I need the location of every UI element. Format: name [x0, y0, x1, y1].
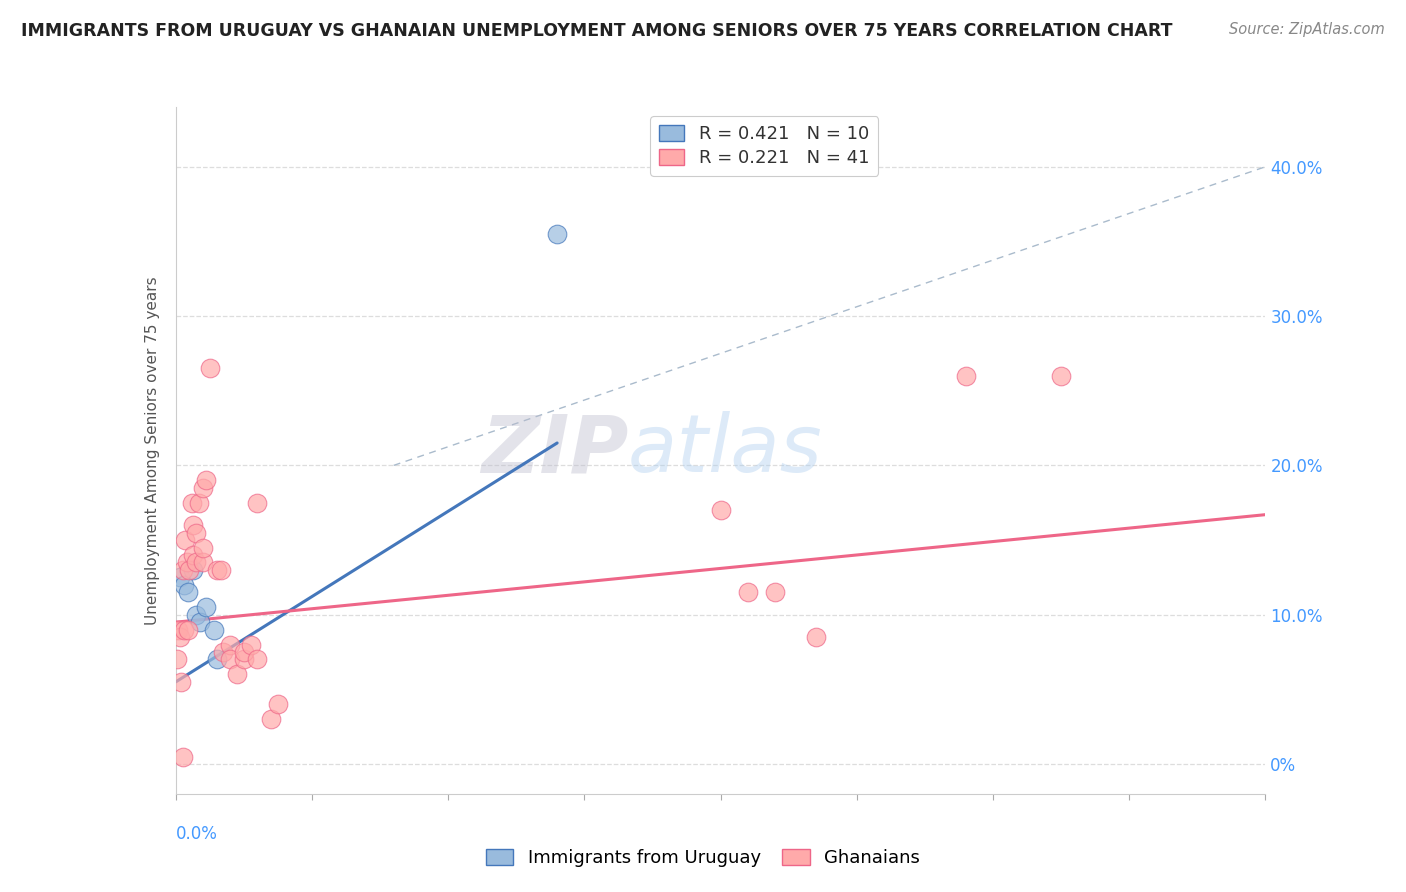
- Legend: R = 0.421   N = 10, R = 0.221   N = 41: R = 0.421 N = 10, R = 0.221 N = 41: [650, 116, 879, 176]
- Text: 0.0%: 0.0%: [176, 825, 218, 843]
- Point: [172, 749, 194, 764]
- Point: [191, 481, 214, 495]
- Point: [177, 623, 200, 637]
- Point: [955, 368, 977, 383]
- Point: [232, 652, 254, 666]
- Point: [260, 712, 283, 726]
- Point: [179, 563, 201, 577]
- Point: [232, 645, 254, 659]
- Point: [169, 630, 191, 644]
- Y-axis label: Unemployment Among Seniors over 75 years: Unemployment Among Seniors over 75 years: [145, 277, 160, 624]
- Point: [205, 652, 228, 666]
- Point: [186, 607, 208, 622]
- Text: ZIP: ZIP: [481, 411, 628, 490]
- Point: [246, 652, 269, 666]
- Point: [226, 667, 249, 681]
- Point: [174, 533, 197, 547]
- Point: [181, 496, 204, 510]
- Point: [763, 585, 786, 599]
- Point: [183, 548, 205, 562]
- Point: [737, 585, 759, 599]
- Point: [191, 541, 214, 555]
- Point: [191, 556, 214, 570]
- Point: [173, 623, 195, 637]
- Point: [173, 578, 195, 592]
- Point: [212, 645, 235, 659]
- Point: [194, 600, 217, 615]
- Point: [246, 496, 269, 510]
- Point: [186, 556, 208, 570]
- Point: [186, 525, 208, 540]
- Point: [176, 556, 198, 570]
- Point: [177, 585, 200, 599]
- Point: [187, 496, 209, 510]
- Point: [194, 473, 217, 487]
- Point: [546, 227, 568, 241]
- Point: [219, 638, 242, 652]
- Point: [183, 563, 205, 577]
- Text: IMMIGRANTS FROM URUGUAY VS GHANAIAN UNEMPLOYMENT AMONG SENIORS OVER 75 YEARS COR: IMMIGRANTS FROM URUGUAY VS GHANAIAN UNEM…: [21, 22, 1173, 40]
- Point: [198, 361, 221, 376]
- Point: [172, 563, 194, 577]
- Point: [1050, 368, 1073, 383]
- Point: [167, 623, 190, 637]
- Point: [804, 630, 827, 644]
- Point: [239, 638, 262, 652]
- Point: [205, 563, 228, 577]
- Point: [267, 698, 290, 712]
- Point: [209, 563, 232, 577]
- Point: [166, 652, 188, 666]
- Text: Source: ZipAtlas.com: Source: ZipAtlas.com: [1229, 22, 1385, 37]
- Point: [169, 570, 191, 584]
- Point: [202, 623, 225, 637]
- Legend: Immigrants from Uruguay, Ghanaians: Immigrants from Uruguay, Ghanaians: [479, 841, 927, 874]
- Point: [188, 615, 211, 630]
- Point: [219, 652, 242, 666]
- Text: atlas: atlas: [628, 411, 823, 490]
- Point: [170, 674, 193, 689]
- Point: [183, 518, 205, 533]
- Point: [710, 503, 733, 517]
